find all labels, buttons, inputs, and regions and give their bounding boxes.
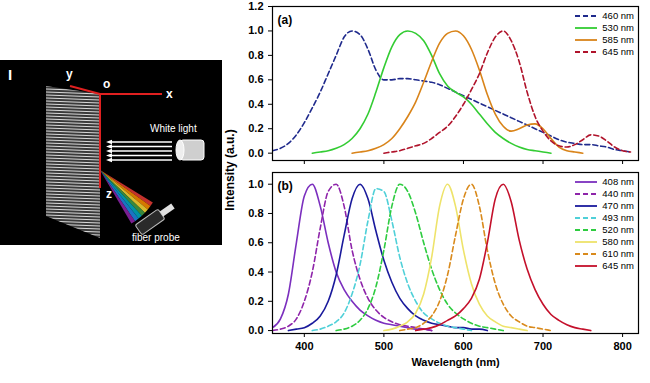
html-text:520 nm: 520 nm — [602, 224, 634, 235]
svg-text:1.0: 1.0 — [248, 178, 263, 190]
svg-text:1.2: 1.2 — [248, 0, 263, 12]
svg-text:0.2: 0.2 — [248, 295, 263, 307]
html-text:408 nm: 408 nm — [602, 176, 634, 187]
svg-text:0.8: 0.8 — [248, 207, 263, 219]
svg-text:0.0: 0.0 — [248, 324, 263, 336]
svg-text:700: 700 — [534, 340, 552, 352]
svg-text:White light: White light — [150, 123, 197, 134]
html-text:645 nm: 645 nm — [602, 260, 634, 271]
svg-text:Intensity (a.u.): Intensity (a.u.) — [223, 129, 237, 210]
svg-text:500: 500 — [375, 340, 393, 352]
html-text:530 nm: 530 nm — [602, 22, 634, 33]
svg-text:0.6: 0.6 — [248, 73, 263, 85]
html-text:645 nm: 645 nm — [602, 46, 634, 57]
svg-text:I: I — [8, 66, 12, 83]
svg-text:400: 400 — [295, 340, 313, 352]
svg-text:0.6: 0.6 — [248, 236, 263, 248]
html-text:580 nm: 580 nm — [602, 236, 634, 247]
html-text:585 nm: 585 nm — [602, 34, 634, 45]
svg-text:0.4: 0.4 — [248, 266, 264, 278]
svg-text:1.0: 1.0 — [248, 24, 263, 36]
svg-text:y: y — [66, 67, 73, 81]
svg-text:0.2: 0.2 — [248, 122, 263, 134]
html-text:493 nm: 493 nm — [602, 212, 634, 223]
svg-text:800: 800 — [613, 340, 631, 352]
svg-text:0.4: 0.4 — [248, 98, 264, 110]
svg-text:x: x — [166, 87, 173, 101]
html-text:460 nm: 460 nm — [602, 10, 634, 21]
svg-text:z: z — [106, 187, 112, 201]
svg-text:600: 600 — [454, 340, 472, 352]
svg-text:0.8: 0.8 — [248, 49, 263, 61]
svg-text:(b): (b) — [278, 179, 293, 193]
svg-text:(a): (a) — [278, 13, 293, 27]
svg-text:Wavelength (nm): Wavelength (nm) — [411, 356, 500, 368]
svg-text:o: o — [103, 77, 110, 91]
html-text:610 nm: 610 nm — [602, 248, 634, 259]
html-text:440 nm: 440 nm — [602, 188, 634, 199]
svg-text:fiber probe: fiber probe — [132, 232, 180, 243]
html-text:470 nm: 470 nm — [602, 200, 634, 211]
svg-text:0.0: 0.0 — [248, 147, 263, 159]
